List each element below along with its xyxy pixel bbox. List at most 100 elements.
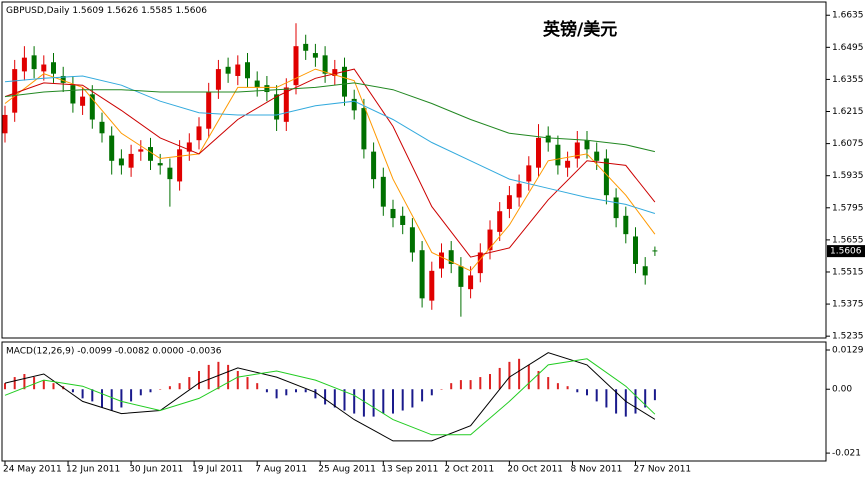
histogram-bar bbox=[13, 377, 16, 390]
y-tick-label: 1.5235 bbox=[832, 332, 864, 342]
candle-body bbox=[167, 167, 173, 180]
histogram-bar bbox=[489, 374, 491, 390]
candle-body bbox=[51, 62, 56, 74]
candle-body bbox=[332, 69, 338, 76]
candle-body bbox=[642, 266, 648, 276]
candle-body bbox=[371, 151, 377, 180]
candle-body bbox=[186, 142, 192, 152]
histogram-bar bbox=[353, 389, 356, 414]
candle-body bbox=[380, 176, 386, 207]
candle-body bbox=[12, 69, 18, 113]
histogram-bar bbox=[236, 370, 239, 390]
candle-body bbox=[448, 250, 454, 264]
histogram-bar bbox=[595, 389, 598, 402]
histogram-bar bbox=[508, 361, 511, 390]
histogram-bar bbox=[91, 389, 94, 402]
candle-body bbox=[536, 137, 541, 168]
candle-body bbox=[60, 75, 66, 83]
candle-body bbox=[80, 96, 86, 106]
annotation: 英镑/美元 bbox=[543, 19, 617, 40]
candle-body bbox=[2, 114, 8, 134]
candle-body bbox=[429, 270, 435, 301]
candle-body bbox=[283, 87, 289, 122]
histogram-bar bbox=[469, 380, 472, 390]
histogram-bar bbox=[411, 389, 414, 408]
histogram-bar bbox=[275, 389, 278, 399]
indicator-line bbox=[4, 352, 656, 442]
histogram-bar bbox=[159, 389, 162, 390]
histogram-bar bbox=[450, 383, 453, 390]
candle-body bbox=[516, 183, 522, 198]
histogram-bar bbox=[71, 389, 74, 393]
candle-body bbox=[526, 165, 532, 182]
histogram-bar bbox=[634, 389, 637, 414]
histogram-bar bbox=[178, 383, 181, 390]
histogram-bar bbox=[324, 389, 327, 405]
candle-body bbox=[361, 108, 367, 150]
histogram-bar bbox=[605, 389, 608, 408]
candle-body bbox=[70, 85, 76, 104]
candle-body bbox=[545, 135, 551, 143]
histogram-bar bbox=[265, 389, 268, 393]
candle-body bbox=[128, 153, 134, 168]
histogram-bar bbox=[23, 374, 26, 390]
price-label-box bbox=[827, 245, 865, 258]
candle-body bbox=[235, 64, 241, 76]
histogram-bar bbox=[333, 389, 336, 408]
candle-body bbox=[118, 158, 124, 166]
histogram-bar bbox=[537, 370, 540, 390]
histogram-bar bbox=[518, 358, 521, 390]
y-tick-label: 0.00 bbox=[832, 385, 852, 395]
last-close: 1.5606 bbox=[175, 6, 207, 16]
histogram-bar bbox=[547, 377, 550, 390]
candle-body bbox=[439, 252, 444, 269]
candle-body bbox=[264, 85, 270, 93]
y-tick-label: 1.6355 bbox=[832, 75, 864, 85]
candle-body bbox=[322, 55, 328, 74]
histogram-bar bbox=[440, 389, 443, 390]
x-tick-label: 30 Jun 2011 bbox=[129, 465, 183, 475]
histogram-bar bbox=[624, 389, 627, 417]
histogram-bar bbox=[168, 386, 171, 390]
histogram-bar bbox=[227, 364, 230, 390]
histogram-bar bbox=[527, 364, 530, 390]
histogram-bar bbox=[401, 389, 404, 411]
candle-body bbox=[89, 94, 95, 120]
last-low: 1.5585 bbox=[141, 6, 173, 16]
candle-body bbox=[487, 229, 493, 251]
histogram-bar bbox=[653, 389, 656, 401]
candle-body bbox=[31, 55, 37, 70]
last-open: 1.5609 bbox=[72, 6, 104, 16]
candle-body bbox=[157, 163, 163, 166]
histogram-bar bbox=[295, 389, 297, 393]
histogram-bar bbox=[304, 389, 307, 393]
candle-body bbox=[225, 66, 231, 74]
candle-body bbox=[603, 158, 609, 196]
x-tick-label: 12 Jun 2011 bbox=[66, 465, 120, 475]
candle-body bbox=[419, 250, 425, 299]
candle-body bbox=[497, 211, 503, 232]
price-header: GBPUSD,Daily 1.5609 1.5626 1.5585 1.5606 bbox=[6, 6, 207, 16]
histogram-bar bbox=[615, 389, 618, 414]
histogram-bar bbox=[81, 389, 84, 399]
candle-body bbox=[477, 252, 483, 274]
histogram-bar bbox=[130, 389, 133, 402]
candle-body bbox=[245, 62, 250, 79]
histogram-bar bbox=[139, 389, 142, 396]
candle-body bbox=[584, 140, 590, 150]
candle-body bbox=[574, 142, 580, 159]
candle-body bbox=[274, 94, 280, 120]
x-tick-label: 25 Aug 2011 bbox=[318, 465, 376, 475]
y-tick-label: 1.6215 bbox=[832, 107, 864, 117]
histogram-bar bbox=[556, 383, 559, 390]
histogram-bar bbox=[246, 377, 249, 390]
histogram-bar bbox=[343, 389, 346, 411]
histogram-bar bbox=[382, 389, 385, 414]
candle-body bbox=[303, 43, 309, 51]
candle-body bbox=[458, 266, 464, 287]
y-tick-label: 1.5375 bbox=[832, 300, 864, 310]
histogram-bar bbox=[33, 377, 36, 390]
candle-body bbox=[21, 57, 27, 72]
candle-body bbox=[312, 53, 318, 58]
x-tick-label: 19 Jul 2011 bbox=[192, 465, 243, 475]
